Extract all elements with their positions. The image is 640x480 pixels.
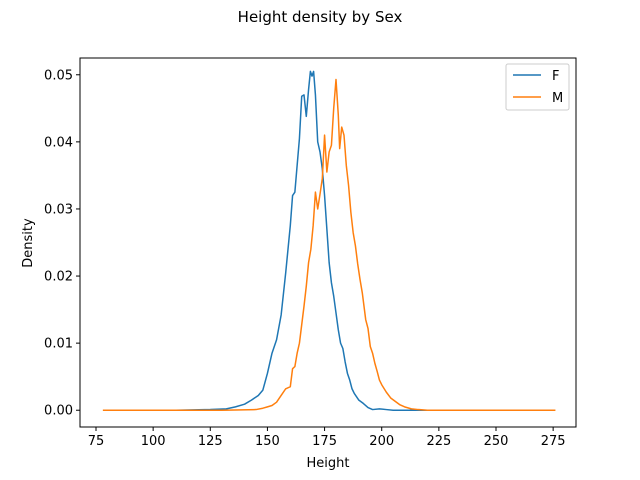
x-tick-label: 150 xyxy=(255,434,280,449)
chart-title: Height density by Sex xyxy=(238,8,403,26)
y-axis-label: Density xyxy=(21,218,36,268)
x-tick-label: 175 xyxy=(312,434,337,449)
legend-label-f: F xyxy=(552,69,559,84)
y-tick-label: 0.05 xyxy=(44,68,73,83)
x-axis-label: Height xyxy=(307,456,350,471)
x-tick-label: 75 xyxy=(88,434,105,449)
y-tick-label: 0.04 xyxy=(44,135,73,150)
x-tick-label: 200 xyxy=(369,434,394,449)
x-axis-ticks: 75 100 125 150 175 200 225 250 275 xyxy=(88,427,566,449)
x-tick-label: 275 xyxy=(541,434,566,449)
series-line-f xyxy=(114,70,510,411)
x-tick-label: 250 xyxy=(484,434,509,449)
y-tick-label: 0.01 xyxy=(44,337,73,352)
series-line-m xyxy=(102,78,556,411)
x-tick-label: 225 xyxy=(426,434,451,449)
legend: F M xyxy=(505,63,570,111)
y-axis-ticks: 0.00 0.01 0.02 0.03 0.04 0.05 xyxy=(44,68,80,419)
series-layer xyxy=(102,70,556,411)
legend-label-m: M xyxy=(552,91,563,106)
x-tick-label: 125 xyxy=(198,434,223,449)
y-tick-label: 0.00 xyxy=(44,404,73,419)
y-tick-label: 0.03 xyxy=(44,202,73,217)
x-tick-label: 100 xyxy=(141,434,166,449)
plot-frame xyxy=(79,57,577,428)
y-tick-label: 0.02 xyxy=(44,270,73,285)
